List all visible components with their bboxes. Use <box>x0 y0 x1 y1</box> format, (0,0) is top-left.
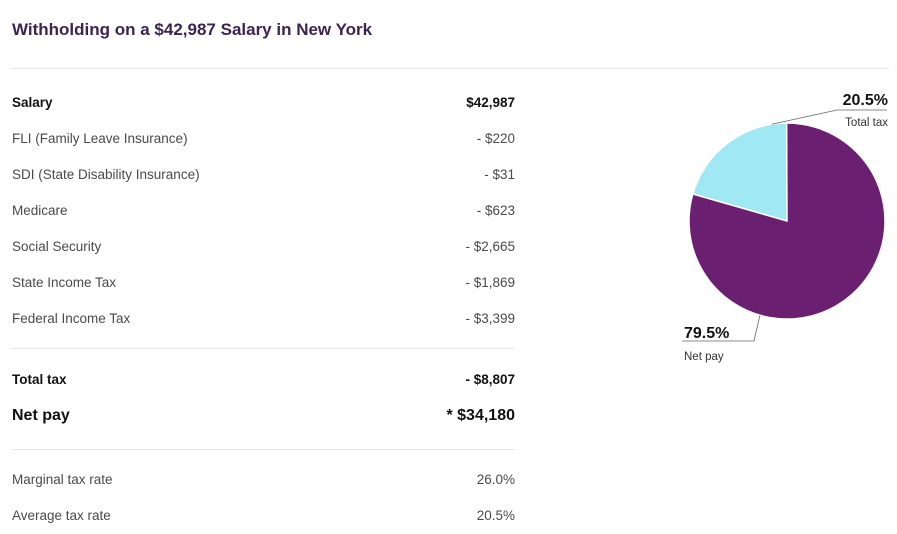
rate-label: Marginal tax rate <box>12 471 113 487</box>
deduction-value: - $623 <box>476 202 515 218</box>
deduction-label: State Income Tax <box>12 274 117 290</box>
pie-slice-total-tax <box>691 122 788 222</box>
pie-data-label: 20.5% <box>843 92 888 109</box>
rate-value: 20.5% <box>476 507 515 523</box>
deduction-value: - $2,665 <box>465 238 515 254</box>
pie-slice-name: Net pay <box>684 351 724 363</box>
page-title: Withholding on a $42,987 Salary in New Y… <box>12 20 373 39</box>
deduction-value: - $1,869 <box>465 274 515 290</box>
table-divider <box>12 449 515 450</box>
tax-pie-chart: 20.5% Total tax 79.5% Net pay <box>640 80 897 370</box>
deduction-row-social-security: Social Security - $2,665 <box>12 236 515 256</box>
deduction-label: Medicare <box>12 202 68 218</box>
average-tax-rate-row: Average tax rate 20.5% <box>12 505 515 525</box>
pie-leader-line <box>771 109 887 125</box>
rate-label: Average tax rate <box>12 507 111 523</box>
deduction-row-federal-income-tax: Federal Income Tax - $3,399 <box>12 308 515 328</box>
salary-row: Salary $42,987 <box>12 92 515 112</box>
pie-slice-net-pay <box>688 122 886 320</box>
deduction-label: SDI (State Disability Insurance) <box>12 166 200 182</box>
total-tax-row: Total tax - $8,807 <box>12 369 515 389</box>
deduction-row-sdi: SDI (State Disability Insurance) - $31 <box>12 164 515 184</box>
pie-data-label: 79.5% <box>684 325 729 342</box>
salary-value: $42,987 <box>466 94 515 110</box>
pie-slice-name: Total tax <box>845 117 888 129</box>
deduction-row-fli: FLI (Family Leave Insurance) - $220 <box>12 128 515 148</box>
total-tax-label: Total tax <box>12 371 67 387</box>
pie-leader-line <box>682 315 761 342</box>
marginal-tax-rate-row: Marginal tax rate 26.0% <box>12 469 515 489</box>
deduction-label: Federal Income Tax <box>12 310 131 326</box>
deduction-label: FLI (Family Leave Insurance) <box>12 130 188 146</box>
net-pay-row: Net pay * $34,180 <box>12 406 515 426</box>
pie-chart-svg: 20.5% Total tax 79.5% Net pay <box>682 92 888 363</box>
net-pay-value: * $34,180 <box>446 407 515 424</box>
deduction-row-state-income-tax: State Income Tax - $1,869 <box>12 272 515 292</box>
deduction-label: Social Security <box>12 238 102 254</box>
table-divider <box>12 348 515 349</box>
deduction-value: - $220 <box>476 130 515 146</box>
deduction-row-medicare: Medicare - $623 <box>12 200 515 220</box>
salary-label: Salary <box>12 94 53 110</box>
deduction-value: - $31 <box>484 166 515 182</box>
net-pay-label: Net pay <box>12 407 70 424</box>
deduction-value: - $3,399 <box>465 310 515 326</box>
rate-value: 26.0% <box>476 471 515 487</box>
header-divider <box>12 68 889 69</box>
total-tax-value: - $8,807 <box>465 371 515 387</box>
